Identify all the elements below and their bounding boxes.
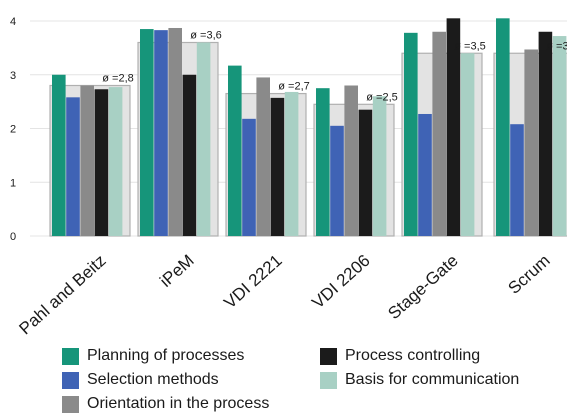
bar <box>330 125 344 236</box>
bar <box>94 89 109 236</box>
bar <box>432 31 446 236</box>
bar <box>228 65 242 236</box>
legend-swatch <box>320 347 337 365</box>
category-label: VDI 2206 <box>308 251 373 313</box>
category-label: Scrum <box>504 251 553 298</box>
average-label: ø =2,7 <box>278 81 310 93</box>
bar <box>524 49 538 236</box>
legend-swatch <box>62 371 79 389</box>
legend-item: Basis for communication <box>320 370 519 390</box>
category-label: iPeM <box>156 251 197 291</box>
legend-swatch <box>320 371 337 389</box>
y-tick-label: 3 <box>10 70 16 82</box>
average-label: ø =3,5 <box>454 40 486 52</box>
bar <box>80 85 94 236</box>
legend-item: Selection methods <box>62 370 219 390</box>
bar <box>182 74 197 236</box>
bar <box>52 74 66 236</box>
bar <box>140 29 154 236</box>
average-label: ø =3,5 <box>546 40 567 52</box>
bar <box>168 27 182 236</box>
bar <box>242 118 256 236</box>
bar <box>404 32 418 237</box>
average-label: ø =2,5 <box>366 91 398 103</box>
y-tick-label: 4 <box>10 16 16 28</box>
y-tick-label: 2 <box>10 124 16 136</box>
bar <box>510 124 524 236</box>
bar <box>552 36 567 236</box>
legend-item: Planning of processes <box>62 346 244 366</box>
legend-label: Planning of processes <box>87 347 245 364</box>
bar <box>418 113 432 236</box>
bar <box>496 18 510 236</box>
bar <box>270 97 285 236</box>
bar <box>358 109 373 236</box>
legend-label: Orientation in the process <box>87 395 270 412</box>
legend-item: Orientation in the process <box>62 394 269 414</box>
bar <box>284 91 299 236</box>
bar <box>66 97 80 236</box>
category-label: Pahl and Beitz <box>15 251 109 338</box>
legend-swatch <box>62 347 79 365</box>
average-label: ø =3,6 <box>190 30 222 42</box>
category-label: Stage-Gate <box>384 251 461 323</box>
bar <box>196 42 211 236</box>
category-label: VDI 2221 <box>220 251 285 313</box>
bar <box>538 31 553 236</box>
legend-swatch <box>62 395 79 413</box>
bar <box>344 85 358 236</box>
legend-label: Basis for communication <box>345 371 520 388</box>
bar <box>256 77 270 236</box>
y-tick-label: 1 <box>10 177 16 189</box>
y-tick-label: 0 <box>10 231 16 243</box>
bar <box>108 87 123 236</box>
bar <box>316 88 330 236</box>
legend: Planning of processes Selection methods Or… <box>62 346 562 414</box>
legend-label: Selection methods <box>87 371 219 388</box>
bar <box>154 30 168 237</box>
bars <box>52 18 567 237</box>
bar <box>446 18 461 236</box>
average-label: ø =2,8 <box>102 73 134 85</box>
bar <box>372 96 387 236</box>
legend-item: Process controlling <box>320 346 480 366</box>
legend-label: Process controlling <box>345 347 481 364</box>
bar <box>460 53 475 236</box>
